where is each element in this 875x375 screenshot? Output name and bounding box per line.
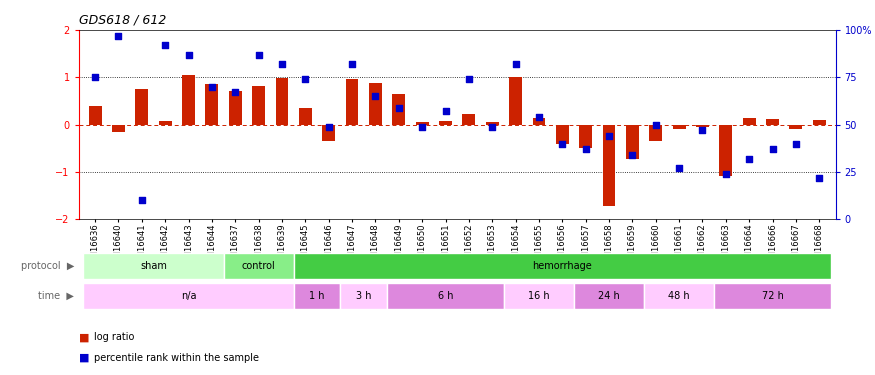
Bar xyxy=(158,121,172,124)
Text: percentile rank within the sample: percentile rank within the sample xyxy=(94,353,260,363)
Bar xyxy=(673,124,685,129)
Bar xyxy=(340,283,387,309)
Bar xyxy=(294,283,340,309)
Text: 24 h: 24 h xyxy=(598,291,619,301)
Bar xyxy=(719,124,732,176)
Point xyxy=(812,175,826,181)
Bar xyxy=(603,124,615,206)
Point xyxy=(486,124,500,130)
Text: protocol  ▶: protocol ▶ xyxy=(21,261,74,271)
Text: log ratio: log ratio xyxy=(94,333,135,342)
Bar xyxy=(644,283,714,309)
Point xyxy=(462,76,476,82)
Bar xyxy=(789,124,802,129)
Bar xyxy=(229,91,242,124)
Text: 1 h: 1 h xyxy=(309,291,325,301)
Bar xyxy=(136,89,148,124)
Text: hemorrhage: hemorrhage xyxy=(532,261,592,271)
Bar xyxy=(252,86,265,124)
Point xyxy=(181,52,195,58)
Point xyxy=(392,105,406,111)
Bar xyxy=(387,283,504,309)
Text: ■: ■ xyxy=(79,333,89,342)
Text: ■: ■ xyxy=(79,353,89,363)
Bar xyxy=(649,124,662,141)
Text: n/a: n/a xyxy=(181,291,196,301)
Point xyxy=(88,74,102,80)
Bar xyxy=(88,106,102,124)
Point xyxy=(252,52,266,58)
Point xyxy=(696,128,710,134)
Bar xyxy=(206,84,219,124)
Bar xyxy=(322,124,335,141)
Text: time  ▶: time ▶ xyxy=(38,291,74,301)
Point xyxy=(135,197,149,203)
Point xyxy=(415,124,429,130)
Point xyxy=(368,93,382,99)
Point xyxy=(719,171,733,177)
Point xyxy=(438,108,452,114)
Bar xyxy=(743,118,756,124)
Bar xyxy=(626,124,639,159)
Bar xyxy=(714,283,831,309)
Point xyxy=(672,165,686,171)
Point xyxy=(556,141,570,147)
Bar xyxy=(579,124,592,148)
Text: 6 h: 6 h xyxy=(438,291,453,301)
Point xyxy=(602,133,616,139)
Text: sham: sham xyxy=(140,261,167,271)
Bar xyxy=(416,122,429,124)
Text: 48 h: 48 h xyxy=(668,291,690,301)
Bar xyxy=(574,283,644,309)
Bar xyxy=(533,118,545,124)
Bar xyxy=(813,120,826,124)
Bar xyxy=(696,124,709,127)
Point xyxy=(205,84,219,90)
Bar xyxy=(83,283,294,309)
Point xyxy=(742,156,756,162)
Point xyxy=(158,42,172,48)
Bar xyxy=(299,108,311,124)
Bar xyxy=(346,79,359,124)
Point xyxy=(322,124,336,130)
Bar xyxy=(83,253,224,279)
Point xyxy=(275,61,289,67)
Bar xyxy=(224,253,294,279)
Point xyxy=(578,146,592,152)
Bar xyxy=(392,94,405,124)
Text: 3 h: 3 h xyxy=(356,291,372,301)
Bar xyxy=(112,124,125,132)
Point xyxy=(648,122,662,128)
Text: 16 h: 16 h xyxy=(528,291,550,301)
Bar xyxy=(556,124,569,144)
Bar xyxy=(439,121,452,124)
Text: GDS618 / 612: GDS618 / 612 xyxy=(79,13,166,26)
Point xyxy=(789,141,803,147)
Point xyxy=(345,61,359,67)
Bar xyxy=(463,114,475,125)
Text: control: control xyxy=(242,261,276,271)
Bar xyxy=(766,119,779,124)
Point xyxy=(532,114,546,120)
Point xyxy=(508,61,522,67)
Bar xyxy=(369,84,382,124)
Bar xyxy=(509,77,522,125)
Point xyxy=(298,76,312,82)
Point xyxy=(111,33,125,39)
Bar xyxy=(486,122,499,124)
Bar xyxy=(504,283,574,309)
Point xyxy=(766,146,780,152)
Bar xyxy=(276,78,289,124)
Bar xyxy=(294,253,831,279)
Bar xyxy=(182,75,195,124)
Point xyxy=(228,90,242,96)
Point xyxy=(626,152,640,158)
Text: 72 h: 72 h xyxy=(761,291,783,301)
